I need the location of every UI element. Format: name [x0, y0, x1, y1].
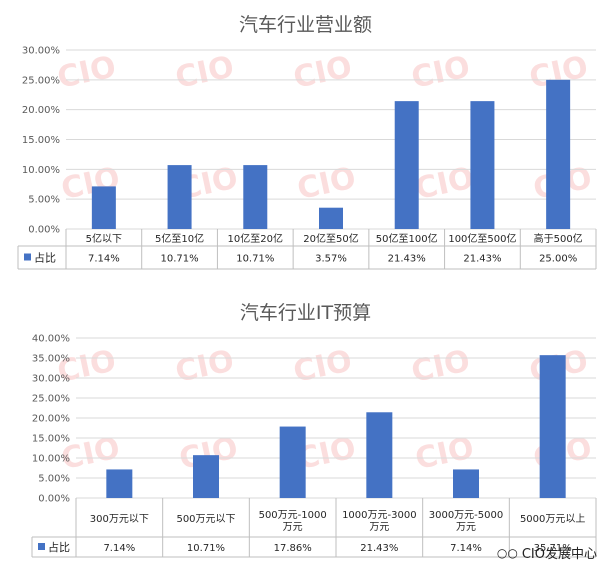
- y-tick-label: 20.00%: [22, 105, 60, 116]
- y-tick-label: 5.00%: [28, 195, 60, 206]
- y-tick-label: 15.00%: [32, 434, 70, 445]
- y-tick-label: 10.00%: [32, 454, 70, 465]
- data-label: 10.71%: [161, 254, 199, 265]
- category-label: 20亿至50亿: [303, 232, 358, 245]
- category-label: 100亿至500亿: [448, 232, 516, 245]
- y-tick-label: 25.00%: [32, 394, 70, 405]
- bar: [539, 355, 566, 498]
- category-label: 50亿至100亿: [376, 232, 438, 245]
- category-label: 500万元-1000 万元: [259, 510, 327, 533]
- y-tick-label: 15.00%: [22, 135, 60, 146]
- watermark-logo: CIO: [408, 49, 473, 95]
- legend-swatch: [24, 253, 31, 261]
- legend-label: 占比: [48, 540, 70, 554]
- data-label: 7.14%: [88, 254, 120, 265]
- watermark-logo: CIO: [172, 49, 237, 95]
- y-tick-label: 5.00%: [38, 474, 70, 485]
- y-tick-label: 30.00%: [22, 46, 60, 57]
- data-label: 3.57%: [315, 254, 347, 265]
- y-tick-label: 10.00%: [22, 165, 60, 176]
- watermark-logo: CIO: [294, 161, 359, 207]
- y-tick-label: 40.00%: [32, 334, 70, 345]
- data-label: 7.14%: [103, 543, 135, 554]
- y-tick-label: 20.00%: [32, 414, 70, 425]
- watermark: CIOCIOCIOCIOCIOCIOCIOCIOCIOCIO: [54, 343, 595, 477]
- data-label: 17.86%: [274, 543, 312, 554]
- data-label: 21.43%: [388, 254, 426, 265]
- bar: [243, 165, 268, 229]
- brand-badge: ○○ CIO发展中心: [496, 543, 597, 563]
- legend-label: 占比: [34, 251, 56, 265]
- data-label: 21.43%: [463, 254, 501, 265]
- data-label: 10.71%: [236, 254, 274, 265]
- watermark: CIOCIOCIOCIOCIOCIOCIOCIOCIOCIO: [54, 49, 595, 207]
- bar: [167, 165, 192, 229]
- bar: [319, 207, 343, 229]
- chart-it-budget: 汽车行业IT预算 CIOCIOCIOCIOCIOCIOCIOCIOCIOCIO0…: [0, 284, 611, 568]
- category-label: 高于500亿: [534, 232, 583, 245]
- category-label: 10亿至20亿: [228, 232, 283, 245]
- y-tick-label: 0.00%: [28, 225, 60, 236]
- bar: [453, 469, 479, 498]
- category-label: 3000万元-5000 万元: [429, 510, 504, 533]
- bar: [470, 101, 495, 229]
- bar: [106, 469, 133, 498]
- wechat-icon: ○○: [496, 545, 518, 560]
- category-label: 1000万元-3000 万元: [342, 510, 417, 533]
- chart-title: 汽车行业IT预算: [239, 302, 372, 324]
- bar: [193, 455, 219, 498]
- bar: [279, 426, 306, 498]
- chart-revenue: 汽车行业营业额 CIOCIOCIOCIOCIOCIOCIOCIOCIOCIO0.…: [17, 14, 597, 270]
- bar: [366, 412, 393, 498]
- data-label: 10.71%: [187, 543, 225, 554]
- data-label: 7.14%: [450, 543, 482, 554]
- watermark-logo: CIO: [412, 161, 477, 207]
- category-label: 500万元以下: [176, 514, 235, 525]
- watermark-logo: CIO: [172, 343, 237, 389]
- category-label: 300万元以下: [90, 514, 149, 525]
- watermark-logo: CIO: [290, 49, 355, 95]
- category-label: 5000万元以上: [520, 513, 585, 525]
- bar: [91, 186, 116, 229]
- chart-it-budget-plot: CIOCIOCIOCIOCIOCIOCIOCIOCIOCIO0.00%5.00%…: [31, 334, 597, 558]
- y-tick-label: 30.00%: [32, 374, 70, 385]
- watermark-logo: CIO: [408, 343, 473, 389]
- brand-text: CIO发展中心: [521, 547, 597, 562]
- bar: [394, 101, 419, 229]
- legend-swatch: [38, 543, 45, 550]
- y-tick-label: 0.00%: [38, 494, 70, 505]
- data-label: 35.71%: [534, 543, 572, 554]
- y-tick-label: 35.00%: [32, 354, 70, 365]
- category-label: 5亿至10亿: [155, 232, 204, 245]
- chart-revenue-plot: CIOCIOCIOCIOCIOCIOCIOCIOCIOCIO0.00%5.00%…: [17, 46, 597, 270]
- watermark-logo: CIO: [290, 343, 355, 389]
- category-label: 5亿以下: [86, 232, 122, 245]
- chart-title: 汽车行业营业额: [238, 14, 372, 36]
- data-label: 25.00%: [539, 254, 577, 265]
- bar: [546, 79, 571, 229]
- watermark-logo: CIO: [54, 49, 119, 95]
- y-tick-label: 25.00%: [22, 75, 60, 86]
- data-label: 21.43%: [360, 543, 398, 554]
